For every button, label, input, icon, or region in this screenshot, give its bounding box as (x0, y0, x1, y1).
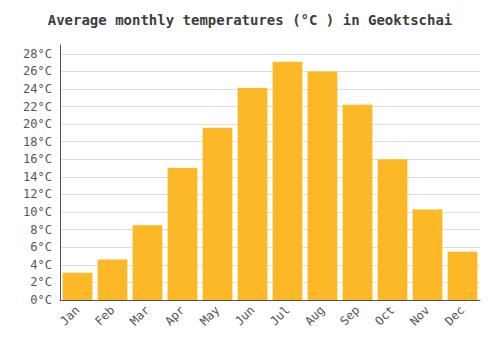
svg-text:2°C: 2°C (30, 275, 52, 289)
svg-text:20°C: 20°C (23, 117, 52, 131)
svg-text:22°C: 22°C (23, 100, 52, 114)
svg-text:Nov: Nov (407, 303, 432, 328)
svg-text:Dec: Dec (442, 303, 467, 328)
svg-text:6°C: 6°C (30, 240, 52, 254)
svg-text:18°C: 18°C (23, 135, 52, 149)
svg-text:24°C: 24°C (23, 82, 52, 96)
svg-text:16°C: 16°C (23, 152, 52, 166)
svg-text:May: May (197, 303, 222, 328)
svg-text:26°C: 26°C (23, 64, 52, 78)
svg-text:14°C: 14°C (23, 170, 52, 184)
svg-text:Jan: Jan (57, 303, 82, 328)
svg-text:10°C: 10°C (23, 205, 52, 219)
svg-text:Aug: Aug (302, 303, 327, 328)
svg-text:28°C: 28°C (23, 47, 52, 61)
svg-text:Mar: Mar (127, 303, 152, 328)
svg-text:Jun: Jun (232, 303, 257, 328)
svg-text:8°C: 8°C (30, 223, 52, 237)
svg-text:12°C: 12°C (23, 187, 52, 201)
svg-text:Sep: Sep (337, 303, 362, 328)
svg-text:Feb: Feb (92, 303, 117, 328)
svg-text:4°C: 4°C (30, 258, 52, 272)
svg-text:Average monthly temperatures (: Average monthly temperatures (°C ) in Ge… (48, 12, 453, 28)
svg-text:0°C: 0°C (30, 293, 52, 307)
svg-text:Apr: Apr (162, 303, 187, 328)
svg-text:Oct: Oct (372, 303, 397, 328)
svg-text:Jul: Jul (267, 303, 292, 328)
